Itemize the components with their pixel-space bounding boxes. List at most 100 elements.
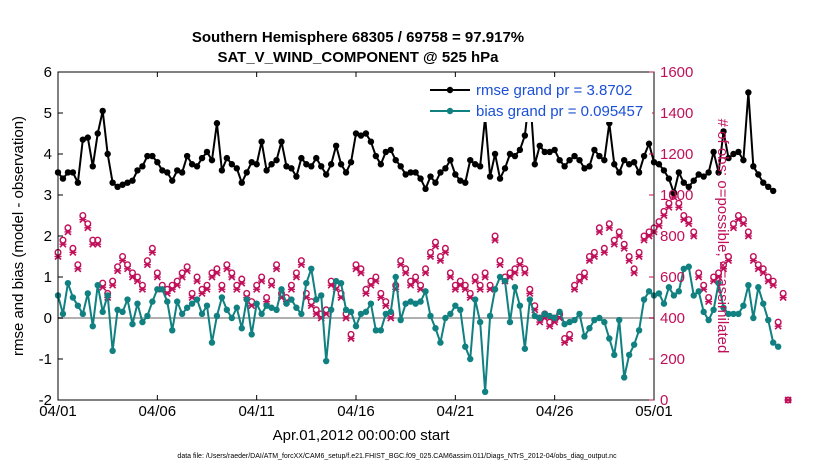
bias-point (377, 327, 385, 334)
rmse-point (432, 179, 439, 186)
y-tick-label: 0 (44, 310, 52, 327)
bias-point (501, 277, 509, 285)
rmse-point (139, 163, 146, 170)
obs-assimilated-point (774, 322, 782, 330)
bias-point (283, 300, 290, 307)
obs-possible-point (417, 281, 425, 289)
bias-point (64, 279, 72, 287)
obs-assimilated-point (218, 285, 226, 293)
rmse-point (392, 156, 399, 164)
obs-possible-point (625, 252, 633, 260)
obs-assimilated-point (292, 273, 300, 281)
x-tick-label: 04/01 (39, 403, 77, 420)
obs-possible-point (615, 228, 623, 236)
obs-possible-point (511, 265, 519, 273)
obs-assimilated-point (203, 285, 211, 293)
obs-assimilated-point (431, 242, 440, 250)
bias-point (675, 288, 683, 295)
bias-point (556, 308, 563, 316)
obs-possible-point (128, 269, 136, 277)
obs-possible-point (734, 211, 742, 219)
bias-point (511, 284, 519, 291)
rmse-point (268, 161, 275, 168)
obs-possible-point (84, 220, 92, 228)
bias-series-layer (54, 263, 782, 395)
obs-assimilated-point (695, 273, 703, 281)
rmse-point (183, 152, 191, 160)
obs-possible-point (456, 277, 464, 285)
legend-rmse-marker (446, 86, 454, 94)
bias-point (571, 316, 578, 324)
obs-assimilated-point (133, 277, 142, 285)
bias-point (576, 310, 583, 318)
obs-assimilated-point (138, 285, 146, 293)
bias-point (129, 320, 136, 328)
bias-point (765, 316, 772, 324)
obs-assimilated-point (387, 314, 395, 322)
rmse-point (298, 154, 305, 162)
rmse-point (541, 148, 548, 156)
bias-point (561, 320, 568, 328)
rmse-point (397, 163, 404, 170)
rmse-point (134, 167, 141, 174)
bias-point (640, 296, 648, 303)
legend-box (426, 78, 652, 122)
rmse-point (625, 161, 633, 168)
obs-assimilated-point (307, 302, 315, 310)
obs-possible-point (471, 273, 479, 281)
obs-assimilated-point (342, 314, 350, 322)
bias-point (397, 316, 404, 324)
obs-possible-point (590, 248, 598, 256)
y2-tick-label: 200 (660, 351, 685, 368)
bias-point (298, 310, 305, 318)
obs-possible-point (312, 306, 320, 314)
obs-assimilated-point (660, 211, 668, 220)
obs-possible-point (516, 257, 524, 265)
obs-possible-point (79, 211, 87, 219)
rmse-point (313, 154, 320, 162)
obs-possible-point (620, 240, 628, 248)
rmse-point (178, 169, 186, 176)
obs-possible-point (74, 261, 82, 269)
rmse-point (144, 152, 151, 160)
bias-point (213, 312, 221, 320)
bias-point (218, 294, 226, 301)
rmse-point (521, 132, 529, 139)
obs-possible-point (109, 277, 117, 285)
obs-possible-point (595, 224, 603, 232)
y-tick-label: 3 (44, 187, 52, 204)
rmse-point (154, 159, 161, 166)
obs-assimilated-point (178, 273, 186, 281)
rmse-point (308, 163, 315, 170)
rmse-point (496, 175, 504, 182)
x-tick-label: 04/26 (536, 403, 574, 420)
obs-possible-point (427, 248, 435, 256)
bias-point (442, 314, 449, 322)
obs-possible-point (352, 261, 360, 269)
obs-possible-point (124, 261, 132, 269)
bias-point (601, 318, 608, 326)
rmse-point (303, 161, 310, 168)
bias-point (273, 306, 280, 313)
bias-point (139, 318, 146, 326)
rmse-point (193, 163, 201, 170)
bias-point (169, 327, 176, 334)
obs-assimilated-point (769, 281, 777, 289)
obs-assimilated-point (193, 277, 201, 285)
bias-point (665, 284, 673, 291)
obs-possible-point (754, 261, 762, 269)
obs-assimilated-point (357, 269, 365, 277)
obs-possible-point (273, 261, 281, 269)
bias-point (472, 296, 479, 303)
obs-assimilated-point (347, 334, 355, 343)
obs-possible-point (119, 252, 127, 260)
rmse-point (536, 142, 543, 149)
obs-possible-point (655, 218, 663, 226)
obs-possible-point (362, 285, 370, 293)
bias-point (496, 273, 504, 281)
obs-assimilated-point (739, 220, 747, 228)
obs-assimilated-point (635, 252, 643, 261)
rmse-point (710, 148, 717, 156)
bias-point (670, 292, 678, 299)
rmse-point (198, 154, 206, 162)
